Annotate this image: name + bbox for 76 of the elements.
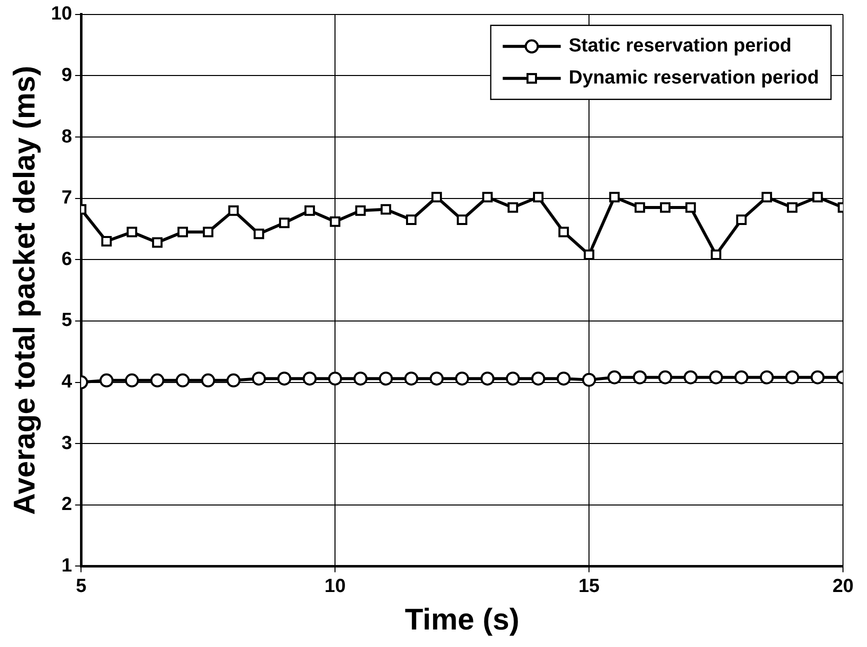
point <box>786 202 798 213</box>
point <box>353 372 368 386</box>
point <box>277 372 292 386</box>
point <box>584 249 594 260</box>
point <box>101 236 112 246</box>
point <box>508 202 518 213</box>
point <box>304 205 315 216</box>
point <box>126 226 138 238</box>
point <box>456 214 468 226</box>
point <box>455 372 470 386</box>
y-tick-label: 7 <box>62 188 72 209</box>
y-tick-label: 3 <box>62 432 72 454</box>
point <box>150 373 164 388</box>
y-tick-label: 1 <box>62 555 73 576</box>
point <box>684 370 698 384</box>
point <box>785 370 800 384</box>
point <box>406 214 417 226</box>
point <box>506 372 520 386</box>
point <box>658 370 672 384</box>
point <box>582 372 596 387</box>
point <box>632 370 647 384</box>
y-tick-label: 5 <box>62 310 73 332</box>
point <box>762 192 772 202</box>
y-axis-title: Average total packet delay (ms) <box>8 66 42 515</box>
point <box>152 237 163 248</box>
y-tick-label: 4 <box>62 372 73 392</box>
point <box>100 373 114 388</box>
point <box>660 202 670 213</box>
point <box>810 370 825 384</box>
point <box>685 202 696 213</box>
point <box>531 372 546 386</box>
x-tick-label: 5 <box>76 576 87 597</box>
point <box>378 372 393 386</box>
point <box>124 373 139 388</box>
point <box>330 216 340 227</box>
point <box>609 192 620 202</box>
point <box>201 373 216 388</box>
x-tick-label: 10 <box>324 576 346 597</box>
point <box>176 373 190 388</box>
point <box>430 372 444 386</box>
y-tick-label: 2 <box>62 494 72 516</box>
point <box>760 370 774 384</box>
point <box>431 192 442 202</box>
point <box>812 192 823 202</box>
y-tick-label: 10 <box>50 4 72 25</box>
point <box>558 226 569 238</box>
point <box>709 370 724 384</box>
point <box>177 226 188 238</box>
legend-label: Static reservation period <box>568 36 792 57</box>
point <box>228 205 239 216</box>
point <box>328 372 342 386</box>
point <box>380 204 392 215</box>
y-tick-label: 6 <box>62 248 72 270</box>
point <box>734 370 748 384</box>
point <box>607 370 622 384</box>
point <box>634 202 646 213</box>
x-tick-label: 20 <box>832 576 854 597</box>
point <box>202 226 214 238</box>
point <box>533 192 544 202</box>
point <box>556 372 571 386</box>
point <box>254 228 264 240</box>
point <box>252 372 266 386</box>
y-tick-label: 9 <box>62 64 72 86</box>
point <box>226 373 241 388</box>
point <box>482 192 493 202</box>
point <box>736 214 747 226</box>
point <box>302 372 317 386</box>
x-tick-label: 15 <box>578 576 600 597</box>
point <box>355 205 366 216</box>
point <box>404 372 418 386</box>
x-axis-title: Time (s) <box>404 603 520 636</box>
legend-label: Dynamic reservation period <box>568 68 820 89</box>
point <box>279 218 290 228</box>
point <box>480 372 494 386</box>
y-tick-label: 8 <box>62 126 72 148</box>
point <box>710 249 722 260</box>
